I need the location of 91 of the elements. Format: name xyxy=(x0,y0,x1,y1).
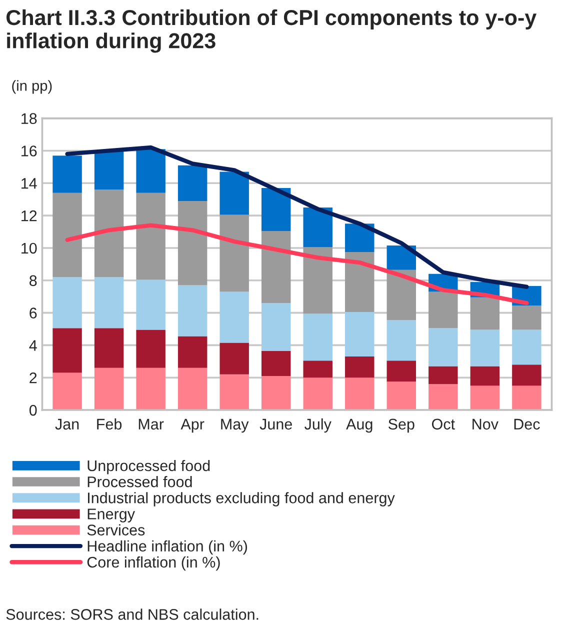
bar xyxy=(178,165,208,201)
y-tick-label: 2 xyxy=(30,372,37,384)
bar xyxy=(386,320,416,361)
bar xyxy=(345,224,374,252)
legend-label: Industrial products excluding food and energy xyxy=(88,492,395,506)
bar xyxy=(136,192,166,280)
bar xyxy=(220,292,249,343)
x-tick-label: June xyxy=(260,418,292,430)
x-tick-label: Oct xyxy=(432,418,455,430)
legend-label: Processed food xyxy=(88,476,192,488)
bar xyxy=(136,280,166,330)
bar xyxy=(512,306,542,330)
bar xyxy=(470,330,500,366)
bar xyxy=(470,366,500,386)
bar xyxy=(52,277,82,328)
bar xyxy=(261,376,291,410)
bar xyxy=(303,378,332,410)
x-tick-label: Apr xyxy=(180,418,204,433)
chart-title: Chart II.3.3 Contribution of CPI components to y-o-y inflation during 2023 xyxy=(6,9,537,53)
bar xyxy=(136,149,166,193)
y-tick-label: 10 xyxy=(22,242,37,254)
bar xyxy=(220,374,249,410)
bar xyxy=(94,328,124,368)
bar xyxy=(345,252,374,312)
legend-label: Core inflation (in %) xyxy=(87,556,220,571)
bar xyxy=(52,328,82,373)
x-tick-label: Feb xyxy=(97,418,122,430)
bar xyxy=(178,336,208,368)
bar xyxy=(303,207,332,248)
y-tick-label: 8 xyxy=(30,275,37,286)
bar xyxy=(345,378,374,410)
bar xyxy=(136,368,166,410)
y-tick-label: 6 xyxy=(30,308,37,318)
bar xyxy=(220,214,249,292)
x-tick-label: Mar xyxy=(138,418,164,430)
x-tick-label: July xyxy=(304,418,332,433)
bar xyxy=(345,356,374,378)
bar xyxy=(178,368,208,410)
bar xyxy=(303,247,332,314)
bar xyxy=(386,382,416,410)
bar xyxy=(136,330,166,368)
bar xyxy=(178,285,208,336)
bar xyxy=(386,246,416,270)
bar xyxy=(428,384,458,410)
bar xyxy=(345,312,374,357)
y-tick-label: 0 xyxy=(29,404,37,416)
bar xyxy=(261,188,291,231)
bar xyxy=(303,360,332,378)
x-tick-label: Nov xyxy=(472,418,498,430)
bar xyxy=(261,303,291,351)
bar xyxy=(512,330,542,365)
x-tick-label: Jan xyxy=(55,418,79,430)
y-tick-label: 18 xyxy=(22,113,37,124)
bar xyxy=(52,192,82,278)
y-tick-label: 16 xyxy=(22,146,37,156)
bar xyxy=(94,150,124,190)
line-series xyxy=(65,145,529,289)
bar xyxy=(94,368,124,410)
line-series xyxy=(65,223,529,306)
bar xyxy=(512,364,542,386)
legend-label: Services xyxy=(87,524,145,536)
bar xyxy=(52,156,82,193)
bar xyxy=(261,230,291,304)
x-tick-label: Sep xyxy=(388,418,414,433)
y-tick-label: 4 xyxy=(29,340,37,351)
bar xyxy=(178,200,208,286)
bar xyxy=(386,270,416,320)
y-tick-label: 14 xyxy=(22,178,37,189)
x-tick-label: Dec xyxy=(514,418,540,430)
bar xyxy=(428,292,458,328)
legend-label: Energy xyxy=(88,508,135,522)
bar xyxy=(261,350,291,376)
source-note: Sources: SORS and NBS calculation. xyxy=(6,608,258,620)
legend-label: Headline inflation (in %) xyxy=(88,540,248,555)
bar xyxy=(512,386,542,410)
y-tick-label: 12 xyxy=(22,210,37,222)
x-tick-label: Aug xyxy=(346,418,372,433)
legend-label: Unprocessed food xyxy=(88,460,210,474)
bar xyxy=(386,360,416,382)
bar xyxy=(470,297,500,330)
bar xyxy=(428,328,458,366)
bar xyxy=(52,372,82,410)
bar xyxy=(428,366,458,384)
bar xyxy=(220,342,249,374)
x-tick-label: May xyxy=(221,418,249,433)
bar xyxy=(94,277,124,328)
bar xyxy=(303,314,332,361)
bar xyxy=(470,386,500,410)
bar xyxy=(220,172,249,215)
bar xyxy=(94,190,124,278)
chart-subtitle: (in pp) xyxy=(12,80,52,94)
